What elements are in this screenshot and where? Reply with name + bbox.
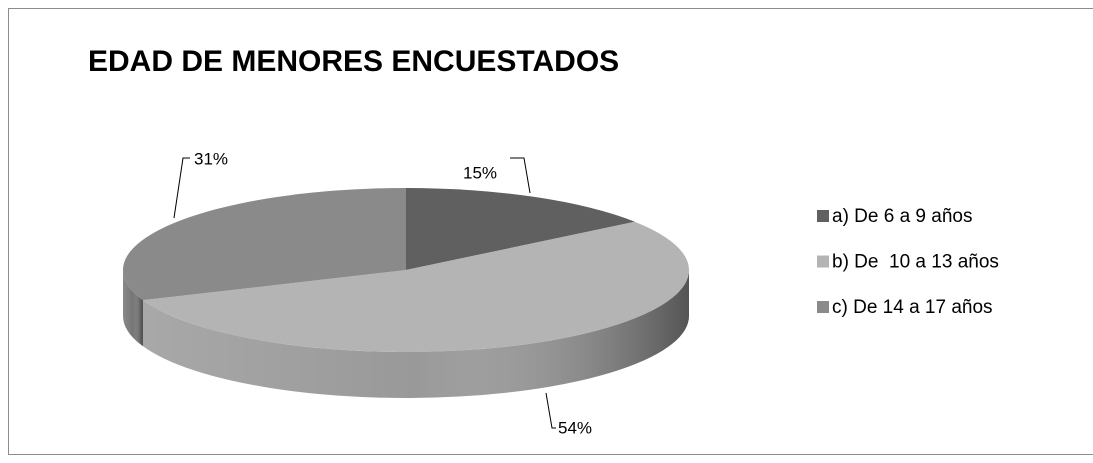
pie-slice: [406, 188, 635, 270]
chart-title: EDAD DE MENORES ENCUESTADOS: [88, 45, 619, 78]
legend-label: a) De 6 a 9 años: [832, 206, 972, 227]
legend-swatch: [817, 210, 829, 222]
legend-swatch: [817, 301, 829, 313]
leader-line: [510, 157, 531, 194]
pie-slice: [122, 188, 407, 301]
leader-line: [173, 157, 190, 219]
data-label: 54%: [558, 418, 592, 437]
data-label: 15%: [463, 163, 497, 182]
data-label: 31%: [194, 149, 228, 168]
legend-swatch: [817, 255, 829, 268]
pie-slice: [142, 221, 690, 353]
leader-line: [545, 392, 556, 429]
pie-side-shade: [123, 270, 143, 347]
pie-side-shade: [142, 270, 689, 399]
legend-label: b) De 10 a 13 años: [832, 252, 999, 273]
legend-label: c) De 14 a 17 años: [832, 297, 993, 318]
